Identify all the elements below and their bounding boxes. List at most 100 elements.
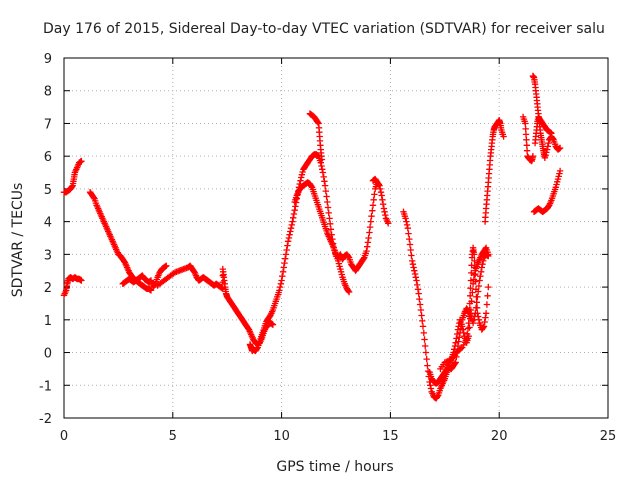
x-tick-label: 20 <box>491 429 508 444</box>
data-point <box>409 257 416 265</box>
axes <box>63 57 609 419</box>
data-point <box>276 287 283 294</box>
data-point <box>380 205 388 212</box>
x-tick-label: 10 <box>273 429 290 444</box>
data-point <box>371 191 378 198</box>
data-point <box>452 359 459 366</box>
y-tick-label: 9 <box>44 52 52 67</box>
data-point <box>467 277 475 284</box>
data-point <box>543 146 551 153</box>
data-point <box>345 287 352 295</box>
data-point <box>369 207 376 214</box>
data-point <box>283 246 290 254</box>
data-point <box>456 334 463 341</box>
data-point <box>480 324 487 331</box>
data-point <box>423 355 430 363</box>
data-point <box>298 174 305 181</box>
data-point <box>467 285 474 292</box>
data-point <box>473 299 480 306</box>
y-tick-label: 2 <box>44 281 52 296</box>
data-point <box>321 182 329 189</box>
data-point <box>500 133 507 140</box>
data-point <box>409 261 417 268</box>
y-tick-label: 6 <box>44 150 52 165</box>
y-tick-label: 5 <box>44 183 52 198</box>
data-point <box>548 130 555 137</box>
data-point <box>457 345 464 352</box>
data-point <box>377 185 384 193</box>
data-point <box>522 131 530 138</box>
data-point <box>452 339 459 346</box>
data-point <box>545 139 552 147</box>
data-point <box>460 329 467 337</box>
data-point <box>406 235 413 243</box>
data-point <box>370 196 377 203</box>
y-tick-label: -1 <box>39 379 52 394</box>
data-point <box>284 238 292 245</box>
x-tick-label: 5 <box>169 429 177 444</box>
data-point <box>281 259 288 267</box>
data-point <box>422 349 430 356</box>
data-point <box>469 289 476 296</box>
data-point <box>365 234 372 242</box>
data-point <box>147 287 155 294</box>
data-point <box>471 257 478 265</box>
data-point <box>477 273 484 280</box>
data-point <box>277 280 285 287</box>
plot-frame <box>63 57 609 419</box>
data-point <box>385 220 392 227</box>
data-point <box>276 283 284 291</box>
data-point <box>427 382 434 389</box>
data-point <box>552 184 559 191</box>
data-point <box>478 264 485 271</box>
y-tick-label: 0 <box>44 347 52 362</box>
data-point <box>314 119 322 126</box>
data-point <box>543 149 550 156</box>
data-point <box>412 274 419 281</box>
data-point <box>448 355 456 362</box>
data-point <box>466 300 473 307</box>
data-point <box>482 314 489 321</box>
data-point <box>406 241 414 248</box>
data-point <box>402 215 409 222</box>
data-point <box>369 202 377 209</box>
data-point <box>297 177 304 184</box>
data-point <box>549 135 557 142</box>
data-point <box>288 221 295 229</box>
data-point <box>556 167 564 175</box>
data-point <box>416 301 424 308</box>
data-point <box>472 286 480 293</box>
data-point <box>465 319 472 327</box>
data-point <box>529 153 537 160</box>
chart-title: Day 176 of 2015, Sidereal Day-to-day VTE… <box>43 21 605 37</box>
data-point <box>284 242 291 249</box>
data-point <box>424 362 431 369</box>
data-point <box>471 264 479 271</box>
data-point <box>472 278 479 285</box>
data-point <box>475 316 483 323</box>
data-point <box>381 208 388 215</box>
data-point <box>556 144 564 152</box>
data-point <box>477 268 485 275</box>
data-point <box>463 336 470 343</box>
data-point <box>317 159 324 166</box>
y-tick-label: 7 <box>44 117 52 132</box>
data-point <box>468 262 475 269</box>
data-point <box>473 304 481 311</box>
data-point <box>280 264 287 271</box>
y-tick-label: 8 <box>44 85 52 100</box>
data-point <box>363 247 370 255</box>
data-point <box>422 342 429 350</box>
data-point <box>420 329 427 337</box>
data-point <box>308 183 315 190</box>
data-point <box>279 273 286 280</box>
data-point <box>555 173 562 180</box>
data-point <box>78 277 85 284</box>
data-point <box>417 306 425 314</box>
data-point <box>473 293 480 301</box>
data-point <box>282 251 290 258</box>
data-point <box>287 225 295 232</box>
data-point <box>321 178 328 185</box>
data-point <box>364 243 371 250</box>
